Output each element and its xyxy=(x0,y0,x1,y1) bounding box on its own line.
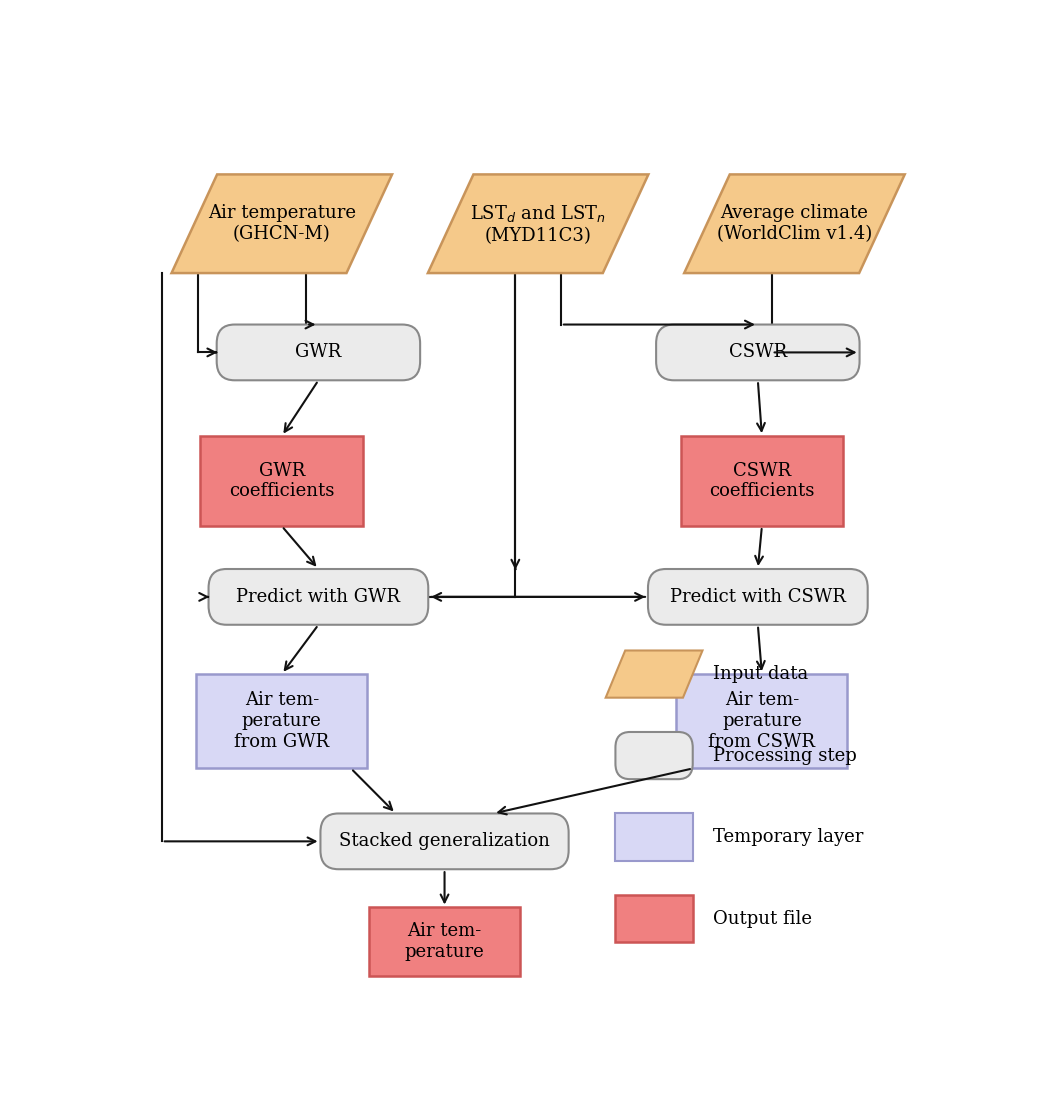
Polygon shape xyxy=(171,175,392,273)
Text: Average climate
(WorldClim v1.4): Average climate (WorldClim v1.4) xyxy=(717,204,873,243)
Bar xyxy=(196,674,368,769)
Bar xyxy=(370,908,520,976)
Bar xyxy=(680,436,843,526)
FancyBboxPatch shape xyxy=(615,732,693,779)
Text: Temporary layer: Temporary layer xyxy=(713,828,863,846)
FancyBboxPatch shape xyxy=(648,569,867,625)
Text: Processing step: Processing step xyxy=(713,746,857,764)
Polygon shape xyxy=(427,175,649,273)
Text: Input data: Input data xyxy=(713,665,808,683)
Bar xyxy=(615,813,693,861)
Text: Air tem-
perature: Air tem- perature xyxy=(404,922,484,961)
Polygon shape xyxy=(685,175,905,273)
Text: Air tem-
perature
from CSWR: Air tem- perature from CSWR xyxy=(709,692,816,751)
Text: CSWR
coefficients: CSWR coefficients xyxy=(709,461,815,500)
Text: CSWR: CSWR xyxy=(729,343,786,361)
FancyBboxPatch shape xyxy=(320,813,569,869)
Bar xyxy=(615,895,693,942)
FancyBboxPatch shape xyxy=(209,569,428,625)
Polygon shape xyxy=(606,651,702,697)
Text: Air temperature
(GHCN-M): Air temperature (GHCN-M) xyxy=(208,204,356,243)
Bar xyxy=(676,674,847,769)
Text: GWR
coefficients: GWR coefficients xyxy=(229,461,335,500)
Text: LST$_d$ and LST$_n$
(MYD11C3): LST$_d$ and LST$_n$ (MYD11C3) xyxy=(470,203,606,245)
Text: Output file: Output file xyxy=(713,909,812,928)
Bar xyxy=(201,436,363,526)
Text: Stacked generalization: Stacked generalization xyxy=(339,832,550,850)
FancyBboxPatch shape xyxy=(656,324,860,380)
FancyBboxPatch shape xyxy=(216,324,420,380)
Text: Air tem-
perature
from GWR: Air tem- perature from GWR xyxy=(234,692,330,751)
Text: Predict with CSWR: Predict with CSWR xyxy=(670,588,846,606)
Text: GWR: GWR xyxy=(295,343,341,361)
Text: Predict with GWR: Predict with GWR xyxy=(236,588,400,606)
